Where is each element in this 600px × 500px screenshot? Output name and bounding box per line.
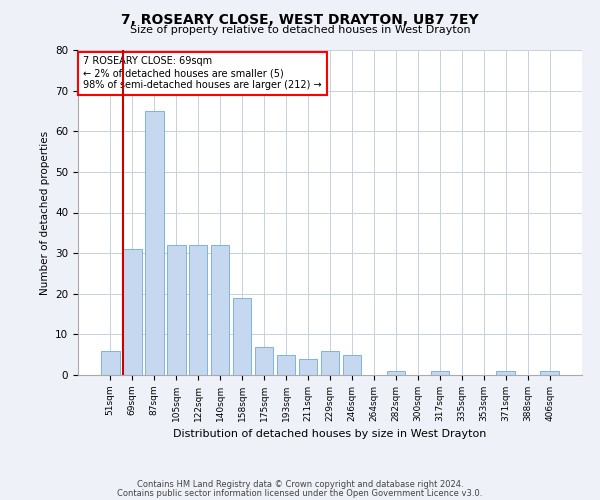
Bar — [145, 111, 164, 375]
Bar — [211, 245, 229, 375]
Bar — [431, 371, 449, 375]
Bar — [299, 359, 317, 375]
Text: 7 ROSEARY CLOSE: 69sqm
← 2% of detached houses are smaller (5)
98% of semi-detac: 7 ROSEARY CLOSE: 69sqm ← 2% of detached … — [83, 56, 322, 90]
Bar — [233, 298, 251, 375]
Text: Size of property relative to detached houses in West Drayton: Size of property relative to detached ho… — [130, 25, 470, 35]
Text: Contains HM Land Registry data © Crown copyright and database right 2024.: Contains HM Land Registry data © Crown c… — [137, 480, 463, 489]
Bar — [343, 354, 361, 375]
Text: 7, ROSEARY CLOSE, WEST DRAYTON, UB7 7EY: 7, ROSEARY CLOSE, WEST DRAYTON, UB7 7EY — [121, 12, 479, 26]
Bar — [386, 371, 405, 375]
Bar — [541, 371, 559, 375]
Bar — [277, 354, 295, 375]
Bar — [496, 371, 515, 375]
Bar — [255, 346, 274, 375]
Text: Contains public sector information licensed under the Open Government Licence v3: Contains public sector information licen… — [118, 489, 482, 498]
Bar — [189, 245, 208, 375]
Bar — [123, 249, 142, 375]
X-axis label: Distribution of detached houses by size in West Drayton: Distribution of detached houses by size … — [173, 430, 487, 440]
Bar — [101, 350, 119, 375]
Bar — [320, 350, 340, 375]
Y-axis label: Number of detached properties: Number of detached properties — [40, 130, 50, 294]
Bar — [167, 245, 185, 375]
